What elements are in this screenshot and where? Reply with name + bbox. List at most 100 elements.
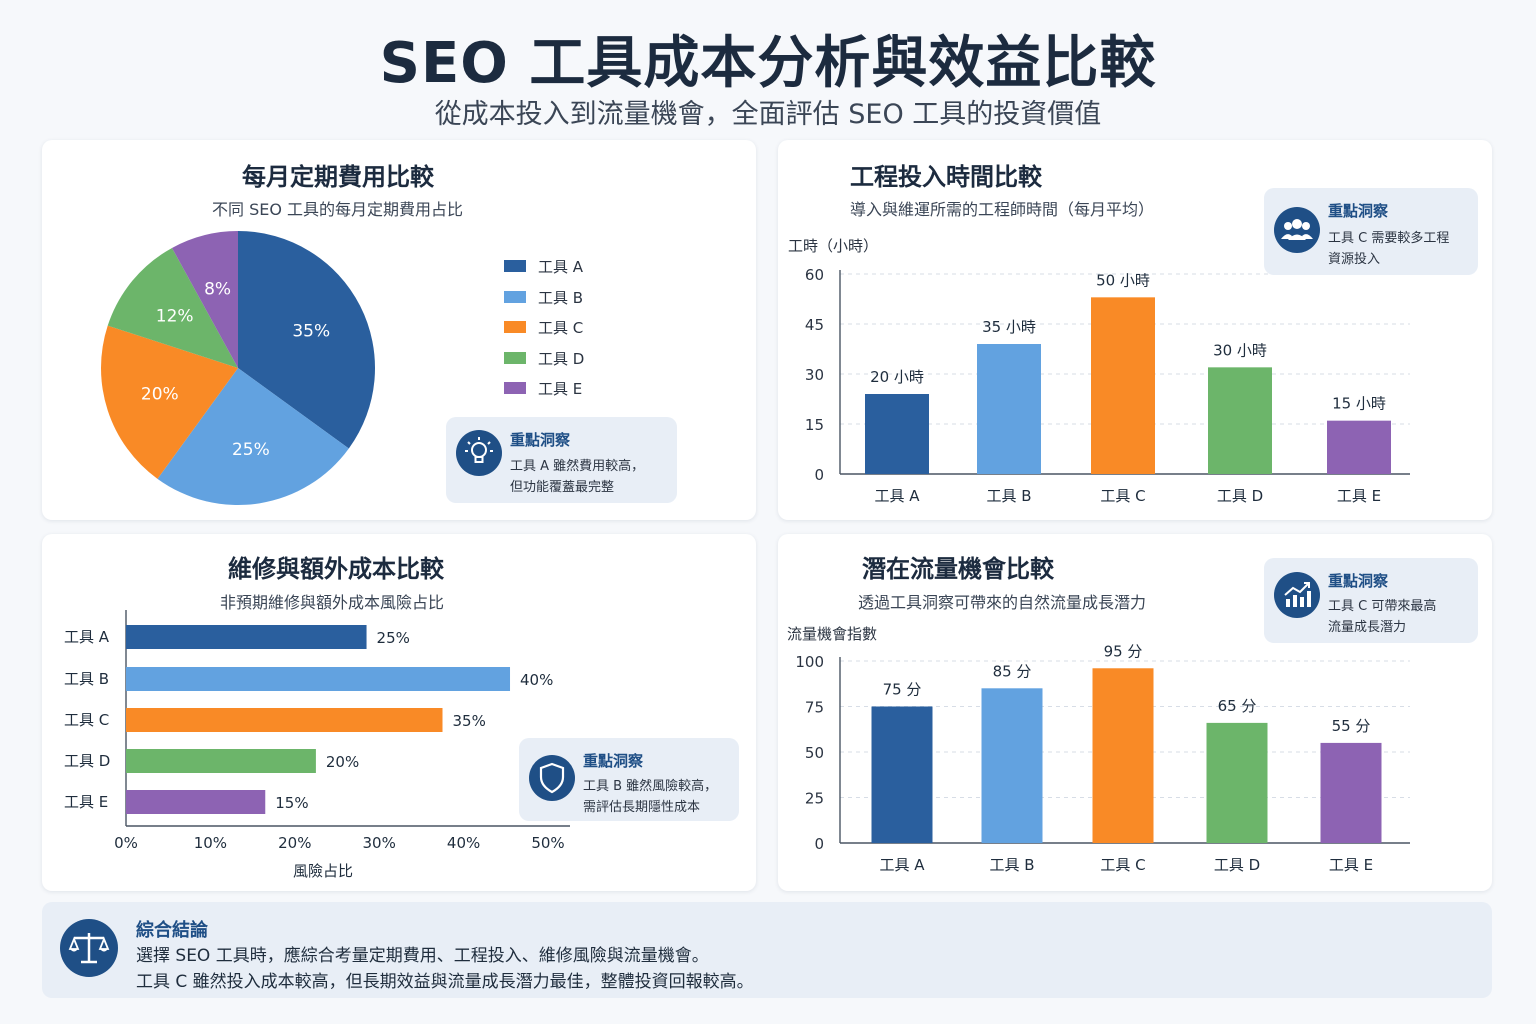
x-tick-label: 20% xyxy=(278,834,311,852)
conclusion-text: 工具 C 雖然投入成本較高，但長期效益與流量成長潛力最佳，整體投資回報較高。 xyxy=(136,972,754,992)
insight-title: 重點洞察 xyxy=(1328,572,1389,590)
y-tick-label: 0 xyxy=(814,835,824,853)
x-tick-label: 50% xyxy=(531,834,564,852)
panel-subtitle: 導入與維運所需的工程師時間（每月平均） xyxy=(850,200,1155,219)
insight-title: 重點洞察 xyxy=(510,431,571,449)
insight-text: 工具 C 需要較多工程 xyxy=(1328,231,1450,246)
risk-bar-chart: 25% 工具 A 40% 工具 B 35% 工具 C 20% 工具 D 15% 工具 E 0% 10%… xyxy=(64,610,570,880)
bar xyxy=(1091,297,1155,474)
pie-slice-label: 20% xyxy=(141,384,179,404)
insight-text: 流量成長潛力 xyxy=(1328,620,1407,635)
x-tick-label: 工具 D xyxy=(1214,856,1260,874)
y-tick-label: 50 xyxy=(805,744,824,762)
bar-data-label: 40% xyxy=(520,671,553,689)
conclusion-text: 選擇 SEO 工具時，應綜合考量定期費用、工程投入、維修風險與流量機會。 xyxy=(136,946,709,966)
insight-text: 但功能覆蓋最完整 xyxy=(510,480,615,495)
insight-text: 工具 B 雖然風險較高， xyxy=(583,779,718,794)
engineering-hours-panel: 工程投入時間比較 導入與維運所需的工程師時間（每月平均） 工時（小時） 0 15 30… xyxy=(778,140,1492,520)
bar-data-label: 75 分 xyxy=(883,681,922,699)
bar-data-label: 20% xyxy=(326,753,359,771)
pie-slice xyxy=(157,368,349,505)
bar-data-label: 35 小時 xyxy=(982,318,1036,336)
bar xyxy=(977,344,1041,474)
panel-subtitle: 透過工具洞察可帶來的自然流量成長潛力 xyxy=(858,593,1147,612)
y-tick-label: 60 xyxy=(805,266,824,284)
x-tick-label: 工具 A xyxy=(874,487,920,505)
bar-data-label: 55 分 xyxy=(1332,717,1371,735)
y-tick-label: 工具 E xyxy=(64,793,108,811)
traffic-bar-chart: 流量機會指數 0 25 50 75 100 75 分工具 A 85 分工具 B 95 分工具 C… xyxy=(787,625,1410,874)
y-tick-label: 100 xyxy=(795,653,824,671)
pie-slice-label: 8% xyxy=(204,279,231,299)
x-tick-label: 工具 D xyxy=(1217,487,1263,505)
bar xyxy=(126,749,316,773)
x-tick-label: 工具 B xyxy=(986,487,1031,505)
bar-data-label: 30 小時 xyxy=(1213,341,1267,359)
legend-label: 工具 E xyxy=(538,380,583,398)
conclusion-box: 綜合結論 選擇 SEO 工具時，應綜合考量定期費用、工程投入、維修風險與流量機會… xyxy=(42,902,1492,998)
page-subtitle: 從成本投入到流量機會，全面評估 SEO 工具的投資價值 xyxy=(434,99,1102,130)
legend-swatch xyxy=(504,351,526,364)
scale-icon xyxy=(60,919,118,977)
bar-data-label: 65 分 xyxy=(1218,697,1257,715)
x-tick-label: 10% xyxy=(194,834,227,852)
y-tick-label: 工具 C xyxy=(64,711,109,729)
y-tick-label: 30 xyxy=(805,366,824,384)
legend-swatch xyxy=(504,321,526,333)
bar xyxy=(126,625,367,649)
insight-box: 重點洞察 工具 C 可帶來最高 流量成長潛力 xyxy=(1264,558,1478,643)
legend-label: 工具 C xyxy=(538,319,584,337)
panel-title: 工程投入時間比較 xyxy=(850,163,1042,191)
bar-data-label: 85 分 xyxy=(993,662,1032,680)
conclusion-title: 綜合結論 xyxy=(136,920,208,941)
y-tick-label: 25 xyxy=(805,790,824,808)
panel-subtitle: 不同 SEO 工具的每月定期費用占比 xyxy=(212,200,464,219)
pie-slice-label: 12% xyxy=(156,307,194,327)
bar xyxy=(1206,722,1268,843)
insight-text: 需評估長期隱性成本 xyxy=(583,800,701,815)
y-tick-label: 45 xyxy=(805,316,824,334)
bar xyxy=(126,790,266,814)
y-tick-label: 工具 D xyxy=(64,752,110,770)
bar-data-label: 25% xyxy=(377,629,410,647)
bar-data-label: 15 小時 xyxy=(1332,395,1386,413)
monthly-fee-panel: 每月定期費用比較 不同 SEO 工具的每月定期費用占比 35% 25% 20% 12%… xyxy=(42,140,756,520)
team-icon xyxy=(1274,207,1320,253)
bar-data-label: 35% xyxy=(453,712,486,730)
y-tick-label: 工具 A xyxy=(64,628,110,646)
bar-data-label: 95 分 xyxy=(1104,642,1143,660)
bar xyxy=(981,688,1043,843)
x-axis-title: 風險占比 xyxy=(293,862,353,880)
panel-subtitle: 非預期維修與額外成本風險占比 xyxy=(220,593,445,612)
y-tick-label: 0 xyxy=(814,466,824,484)
pie-chart: 35% 25% 20% 12% 8% xyxy=(101,231,375,505)
bar xyxy=(1320,742,1382,843)
pie-slice-label: 35% xyxy=(292,322,330,342)
y-tick-label: 75 xyxy=(805,699,824,717)
bar xyxy=(1327,420,1391,474)
bar-data-label: 50 小時 xyxy=(1096,271,1150,289)
x-tick-label: 工具 E xyxy=(1329,856,1373,874)
x-tick-label: 40% xyxy=(447,834,480,852)
insight-text: 工具 A 雖然費用較高， xyxy=(510,459,645,474)
bar xyxy=(126,708,443,732)
panel-title: 維修與額外成本比較 xyxy=(228,555,444,583)
insight-title: 重點洞察 xyxy=(1328,202,1389,220)
panel-title: 潛在流量機會比較 xyxy=(862,555,1054,583)
bar xyxy=(871,706,933,843)
panel-title: 每月定期費用比較 xyxy=(242,163,434,191)
page-title: SEO 工具成本分析與效益比較 xyxy=(379,31,1157,96)
x-tick-label: 工具 A xyxy=(879,856,925,874)
pie-slice xyxy=(107,247,238,368)
y-tick-label: 15 xyxy=(805,416,824,434)
bar xyxy=(1208,367,1272,474)
pie-slice xyxy=(101,325,238,479)
insight-box: 重點洞察 工具 A 雖然費用較高， 但功能覆蓋最完整 xyxy=(446,417,677,503)
x-tick-label: 工具 E xyxy=(1337,487,1381,505)
bar-data-label: 15% xyxy=(275,794,308,812)
legend-swatch xyxy=(504,260,526,272)
legend-label: 工具 B xyxy=(538,288,584,307)
bar xyxy=(126,667,511,691)
x-tick-label: 0% xyxy=(114,834,138,852)
